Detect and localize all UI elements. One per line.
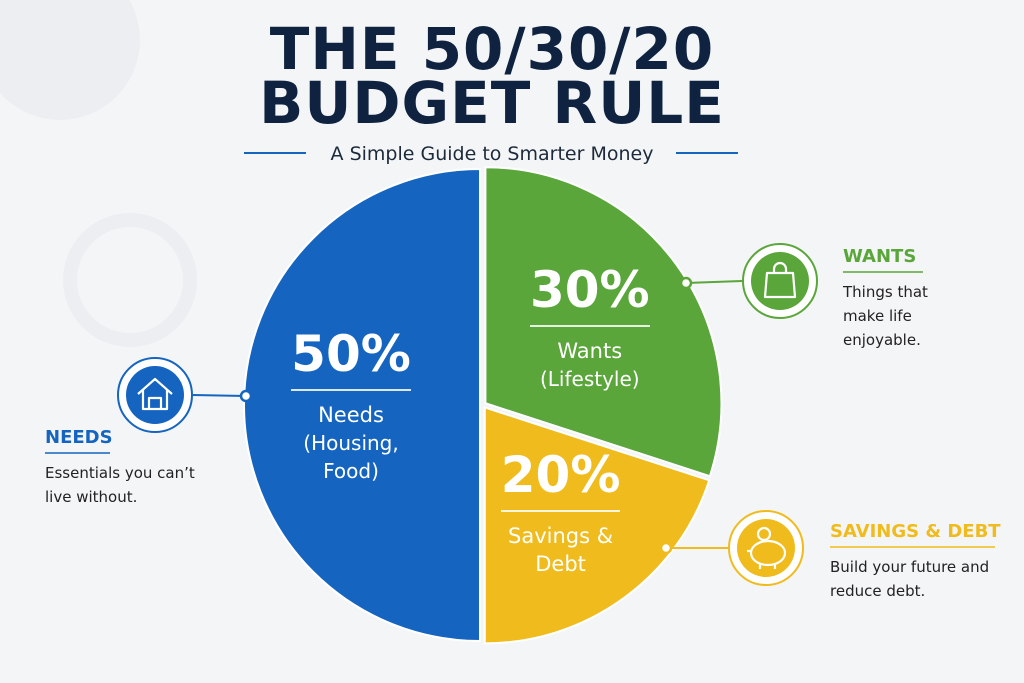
pie-slice bbox=[483, 406, 711, 645]
icon bbox=[763, 261, 797, 299]
icon bbox=[137, 377, 173, 411]
slice-label: 50% Needs (Housing, Food) bbox=[281, 325, 421, 485]
callouts bbox=[45, 243, 995, 586]
slice-detail: (Lifestyle) bbox=[539, 367, 640, 392]
slice-detail: (Housing, Food) bbox=[303, 431, 399, 483]
pie-slice bbox=[484, 166, 723, 478]
subtitle: A Simple Guide to Smarter Money bbox=[330, 143, 654, 165]
icon-bg bbox=[751, 252, 809, 310]
slice-name: Needs bbox=[318, 403, 384, 427]
slice-name: Wants bbox=[557, 339, 623, 364]
icon-bg bbox=[126, 366, 184, 424]
title: THE 50/30/20 BUDGET RULE bbox=[259, 15, 725, 137]
slice-label: 30% Wants (Lifestyle) bbox=[510, 261, 670, 393]
callout-title: NEEDS bbox=[45, 427, 113, 448]
value-label: 50% bbox=[291, 325, 411, 391]
icon bbox=[747, 549, 777, 569]
pie-slice bbox=[243, 167, 481, 643]
icon bbox=[756, 526, 772, 542]
connector-dot bbox=[239, 389, 253, 403]
pie bbox=[243, 166, 723, 645]
icon bbox=[749, 539, 787, 567]
connector bbox=[685, 280, 743, 284]
decor bbox=[0, 0, 140, 120]
value-label: 20% bbox=[500, 446, 621, 512]
decor bbox=[63, 213, 197, 347]
callout-title: WANTS bbox=[843, 246, 917, 267]
callout-text: Build your future and reduce debt. bbox=[830, 558, 990, 600]
callout-text: Essentials you can’t live without. bbox=[45, 464, 195, 506]
icon-bg bbox=[737, 519, 795, 577]
slice-label: 20% Savings & Debt bbox=[500, 446, 621, 578]
slice-name: Savings & Debt bbox=[508, 523, 614, 576]
connector bbox=[192, 394, 247, 397]
value-label: 30% bbox=[529, 261, 650, 328]
connector-dot bbox=[659, 541, 673, 555]
callout-text: Things that make life enjoyable. bbox=[843, 283, 928, 349]
connector-dot bbox=[679, 276, 693, 290]
callout-title: SAVINGS & DEBT bbox=[830, 521, 1001, 542]
